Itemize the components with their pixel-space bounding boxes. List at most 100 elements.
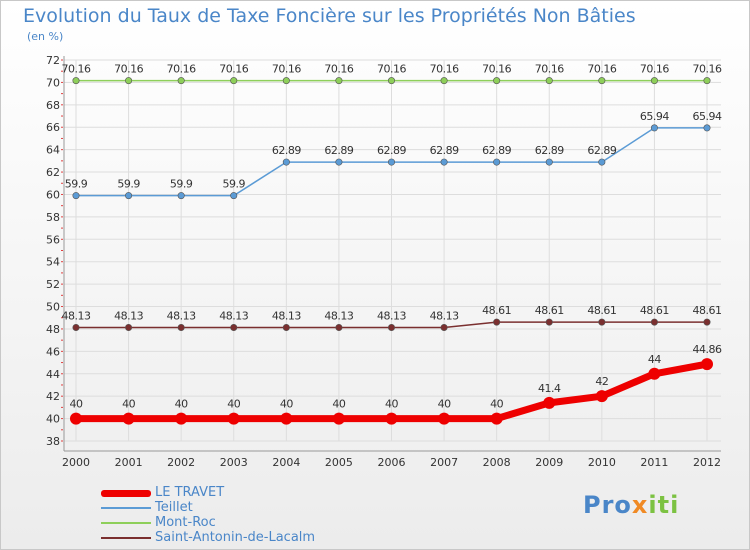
data-label: 62.89 [272,144,301,157]
y-tick-label: 70 [46,76,60,89]
data-label: 62.89 [482,144,511,157]
legend-item: Mont-Roc [101,515,361,531]
legend-item: Teillet [101,500,361,516]
data-label: 48.13 [272,309,301,322]
data-label: 70.16 [272,63,301,76]
data-label: 48.13 [324,309,353,322]
data-label: 70.16 [219,63,248,76]
data-label: 48.13 [114,309,143,322]
data-point [598,158,606,166]
data-label: 70.16 [114,63,143,76]
data-point [598,318,606,326]
data-point [125,192,133,200]
x-tick-label: 2004 [272,456,300,469]
data-point [545,318,553,326]
data-label: 62.89 [377,144,406,157]
data-point [595,390,608,403]
x-tick-label: 2011 [640,456,668,469]
data-point [72,192,80,200]
data-label: 40 [122,398,135,411]
data-point [648,367,661,380]
data-label: 59.9 [117,178,140,191]
data-point [543,396,556,409]
data-label: 62.89 [324,144,353,157]
data-label: 40 [332,398,345,411]
data-point [332,412,345,425]
data-point [545,77,553,85]
data-label: 44.86 [693,343,722,356]
data-point [438,412,451,425]
legend-label: Teillet [155,500,193,515]
data-label: 70.16 [62,63,91,76]
y-tick-label: 42 [46,390,60,403]
data-label: 59.9 [170,178,193,191]
y-tick-label: 68 [46,99,60,112]
x-tick-label: 2000 [62,456,90,469]
y-tick-label: 64 [46,144,60,157]
x-tick-label: 2002 [167,456,195,469]
data-point [703,124,711,132]
data-point [701,358,713,371]
data-point [385,412,398,425]
data-label: 48.61 [535,304,564,317]
data-point [230,192,238,200]
data-point [650,77,658,85]
data-label: 62.89 [587,144,616,157]
y-tick-label: 62 [46,166,60,179]
x-tick-label: 2007 [430,456,458,469]
data-point [72,323,80,331]
legend-swatch [101,490,151,497]
data-label: 70.16 [693,63,722,76]
data-point [122,412,135,425]
data-point [72,77,80,85]
data-point [177,323,185,331]
data-point [335,158,343,166]
data-label: 48.13 [219,309,248,322]
data-label: 62.89 [430,144,459,157]
data-point [230,77,238,85]
data-label: 70.16 [324,63,353,76]
data-label: 48.13 [430,309,459,322]
data-point [282,158,290,166]
legend-swatch [101,507,151,509]
y-tick-label: 72 [46,54,60,67]
x-tick-label: 2008 [483,456,511,469]
data-point [440,323,448,331]
data-point [282,77,290,85]
legend-item: Saint-Antonin-de-Lacalm [101,530,361,546]
y-tick-label: 60 [46,188,60,201]
data-point [440,77,448,85]
data-point [175,412,188,425]
data-label: 48.61 [693,304,722,317]
data-point [493,158,501,166]
data-point [335,77,343,85]
data-point [282,323,290,331]
chart-legend: LE TRAVET Teillet Mont-Roc Saint-Antonin-de… [101,485,361,546]
y-tick-label: 44 [46,368,60,381]
y-tick-label: 40 [46,413,60,426]
data-point [177,77,185,85]
data-label: 48.61 [587,304,616,317]
y-tick-label: 48 [46,323,60,336]
x-tick-label: 2009 [535,456,563,469]
data-label: 40 [438,398,451,411]
data-point [703,318,711,326]
data-point [230,323,238,331]
y-tick-label: 54 [46,256,60,269]
data-label: 48.13 [62,309,91,322]
data-label: 70.16 [167,63,196,76]
data-label: 48.13 [377,309,406,322]
data-label: 48.61 [640,304,669,317]
x-tick-label: 2001 [115,456,143,469]
legend-item: LE TRAVET [101,485,361,501]
data-label: 70.16 [482,63,511,76]
data-label: 65.94 [640,110,669,123]
x-tick-label: 2006 [378,456,406,469]
data-point [490,412,503,425]
data-label: 48.13 [167,309,196,322]
y-tick-label: 50 [46,301,60,314]
data-point [650,318,658,326]
y-tick-label: 52 [46,278,60,291]
legend-label: Saint-Antonin-de-Lacalm [155,530,316,545]
